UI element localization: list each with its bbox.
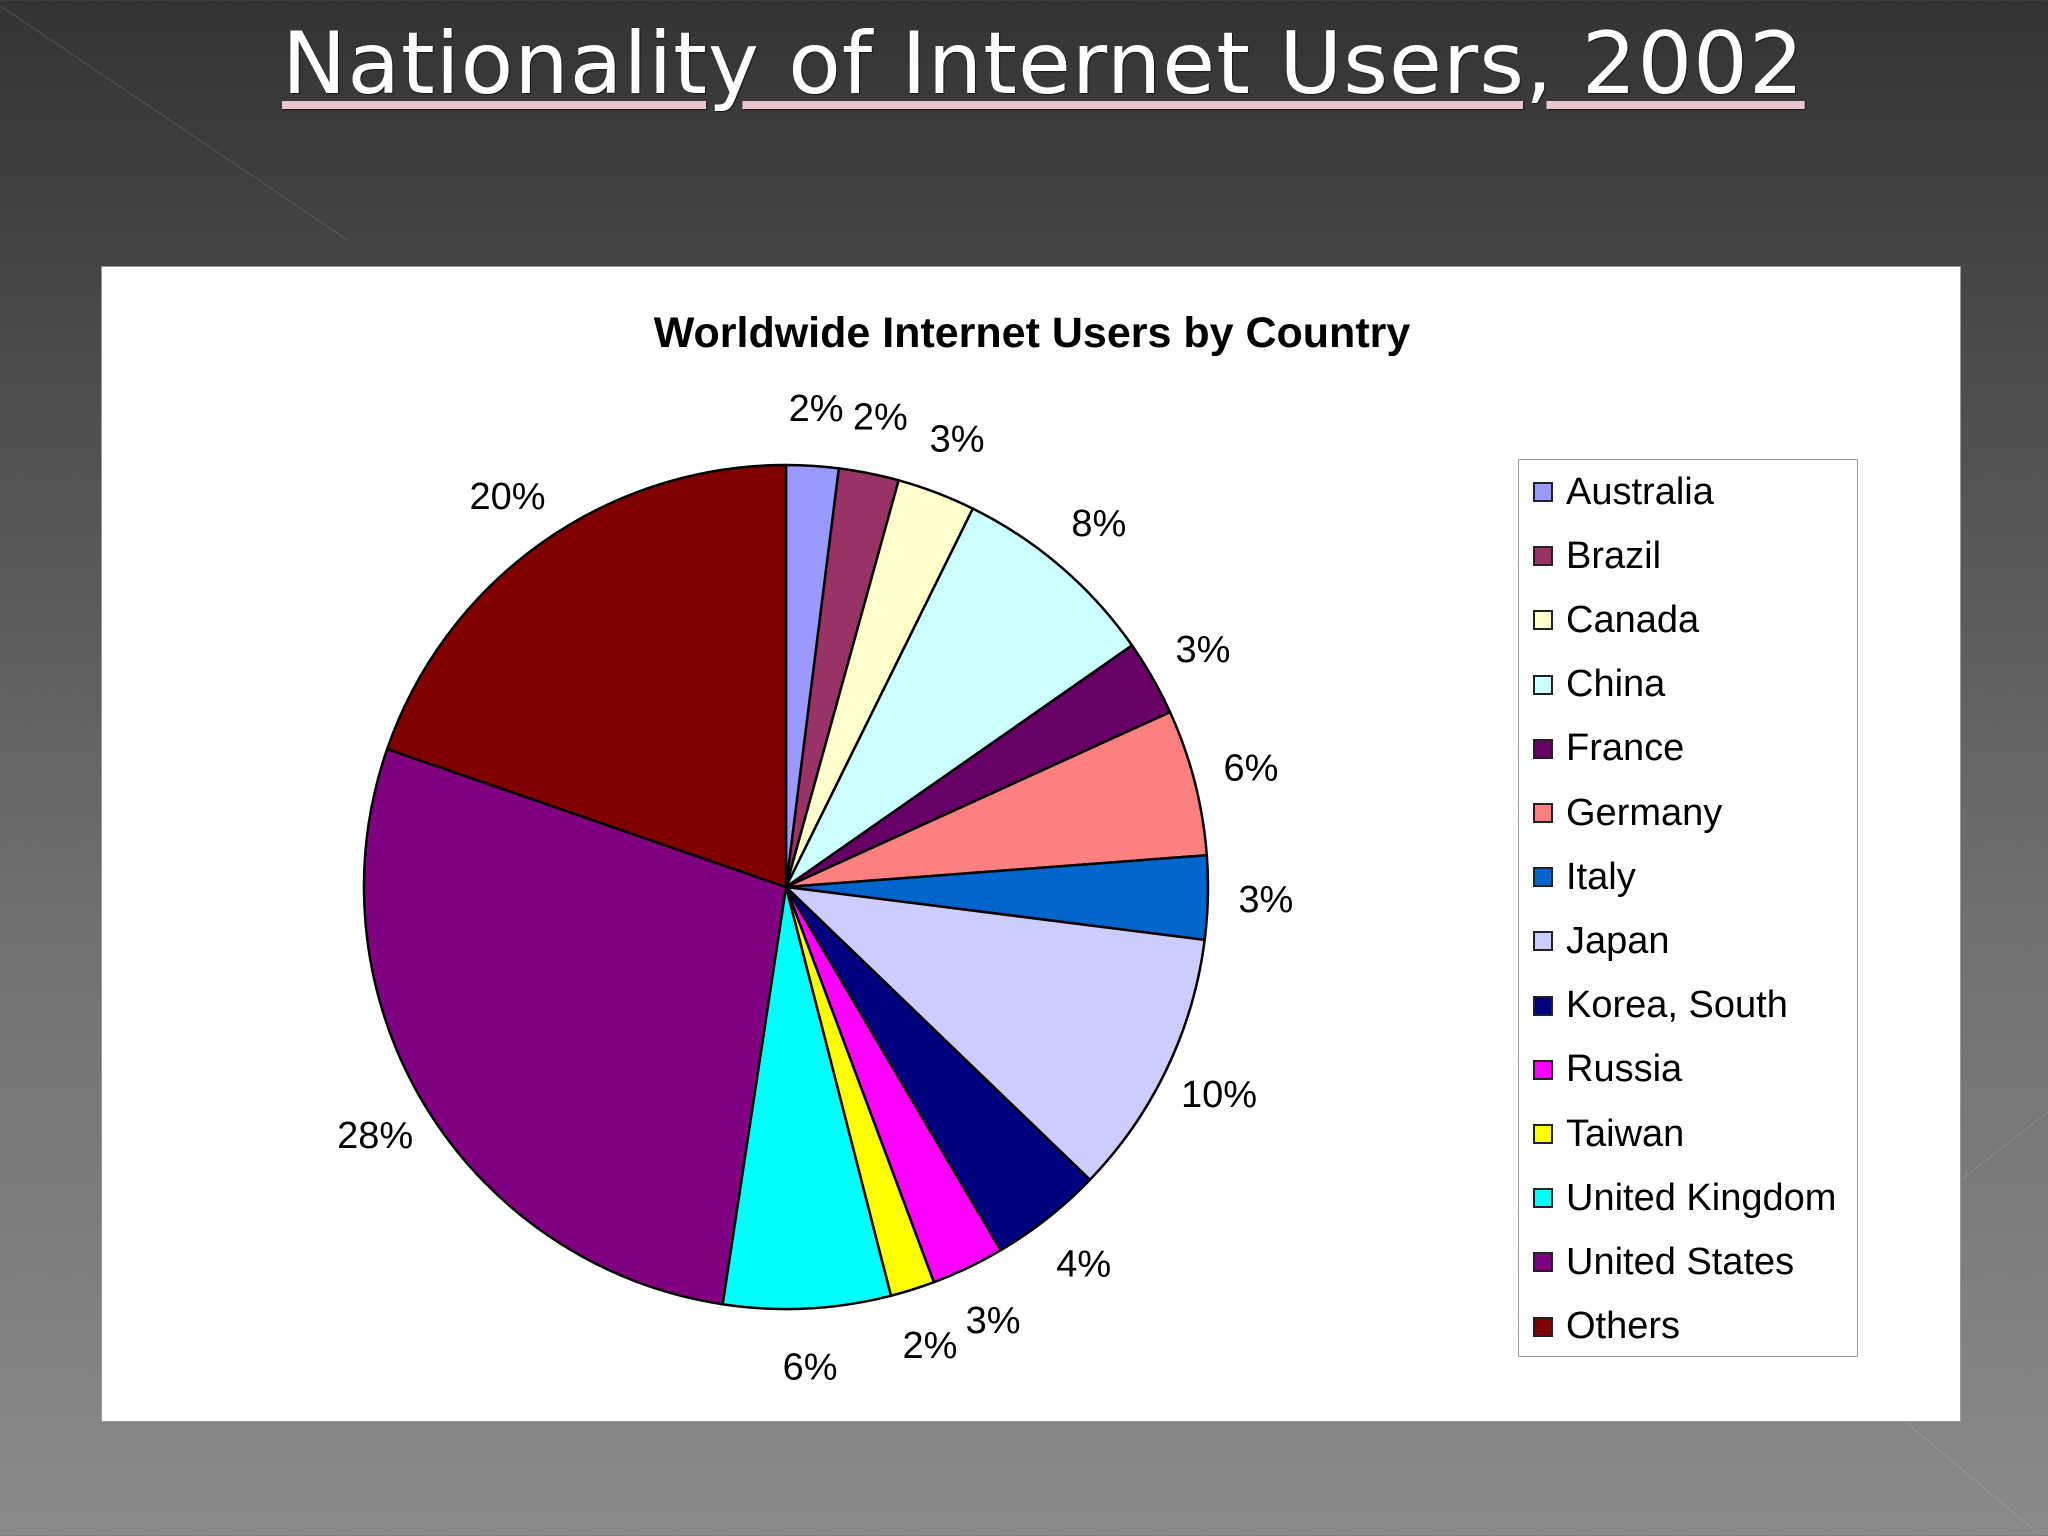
legend-item-united-kingdom: United Kingdom — [1533, 1168, 1836, 1228]
data-label-australia: 2% — [789, 388, 844, 430]
legend-swatch — [1533, 674, 1553, 695]
pie-slice-united-kingdom — [721, 885, 893, 1311]
legend-label: Brazil — [1566, 534, 1662, 577]
pie-slice-others — [385, 463, 788, 889]
chart-panel: Worldwide Internet Users by Country 2% 2%… — [101, 266, 1961, 1422]
legend-item-france: France — [1533, 719, 1684, 779]
legend-swatch — [1533, 546, 1553, 567]
legend-swatch — [1533, 1188, 1553, 1209]
legend-item-russia: Russia — [1533, 1040, 1682, 1100]
legend-label: Japan — [1566, 919, 1670, 962]
data-label-france: 3% — [1175, 629, 1230, 671]
legend-item-others: Others — [1533, 1297, 1680, 1357]
data-label-united-states: 28% — [337, 1115, 413, 1157]
data-label-korea-south: 4% — [1056, 1243, 1111, 1285]
legend-item-australia: Australia — [1533, 462, 1714, 522]
data-label-germany: 6% — [1223, 748, 1278, 790]
legend-swatch — [1533, 1059, 1553, 1080]
data-label-canada: 3% — [930, 419, 985, 461]
legend-swatch — [1533, 738, 1553, 759]
data-label-others: 20% — [470, 476, 546, 518]
legend-label: China — [1566, 663, 1666, 706]
legend-item-united-states: United States — [1533, 1232, 1794, 1292]
pie-slice-united-states — [362, 747, 788, 1306]
legend-label: Australia — [1566, 470, 1714, 513]
data-label-united-kingdom: 6% — [783, 1346, 838, 1388]
legend-swatch — [1533, 610, 1553, 631]
legend-label: Russia — [1566, 1048, 1683, 1091]
legend-label: United States — [1566, 1240, 1795, 1283]
data-label-taiwan: 2% — [903, 1325, 958, 1367]
pie-slice-japan — [784, 885, 1206, 1181]
slide-title: Nationality of Internet Users, 2002 — [282, 14, 1805, 114]
pie-chart: Worldwide Internet Users by Country 2% 2%… — [337, 309, 1411, 1388]
pie-slices — [362, 463, 1210, 1311]
data-label-china: 8% — [1071, 503, 1126, 545]
legend-label: Canada — [1566, 598, 1700, 641]
legend-label: France — [1566, 727, 1685, 770]
background-decoration — [1960, 1106, 2048, 1181]
legend-item-italy: Italy — [1533, 847, 1636, 907]
legend-item-taiwan: Taiwan — [1533, 1104, 1684, 1164]
legend-label: Taiwan — [1566, 1112, 1685, 1155]
legend-item-korea-south: Korea, South — [1533, 976, 1788, 1036]
legend-swatch — [1533, 1124, 1553, 1144]
legend-item-brazil: Brazil — [1533, 526, 1661, 586]
legend-swatch — [1533, 995, 1553, 1016]
legend-swatch — [1533, 803, 1553, 823]
legend-label: Korea, South — [1566, 984, 1788, 1027]
data-label-brazil: 2% — [853, 396, 908, 438]
data-label-russia: 3% — [966, 1300, 1021, 1342]
pie-slice-germany — [784, 710, 1209, 889]
legend-swatch — [1533, 1316, 1553, 1337]
legend-label: Italy — [1566, 855, 1636, 898]
pie-labels: 2% 2%3%8%3%6%3%10%4%3%2%6%28%20% — [337, 388, 1293, 1388]
data-label-japan: 10% — [1181, 1074, 1257, 1116]
legend-item-japan: Japan — [1533, 911, 1670, 971]
legend-swatch — [1533, 931, 1553, 952]
legend-label: United Kingdom — [1566, 1176, 1837, 1219]
legend-label: Germany — [1566, 791, 1723, 834]
legend-item-germany: Germany — [1533, 783, 1722, 843]
legend-swatch — [1533, 1252, 1553, 1273]
chart-title: Worldwide Internet Users by Country — [654, 309, 1411, 357]
legend-label: Others — [1566, 1305, 1681, 1348]
data-label-italy: 3% — [1238, 879, 1293, 921]
legend-item-canada: Canada — [1533, 590, 1699, 650]
pie-slice-china — [784, 507, 1134, 889]
legend-swatch — [1533, 482, 1553, 502]
legend-item-china: China — [1533, 655, 1665, 715]
legend-swatch — [1533, 867, 1553, 888]
legend: Australia Brazil Canada China France Germany I… — [1518, 459, 1858, 1357]
